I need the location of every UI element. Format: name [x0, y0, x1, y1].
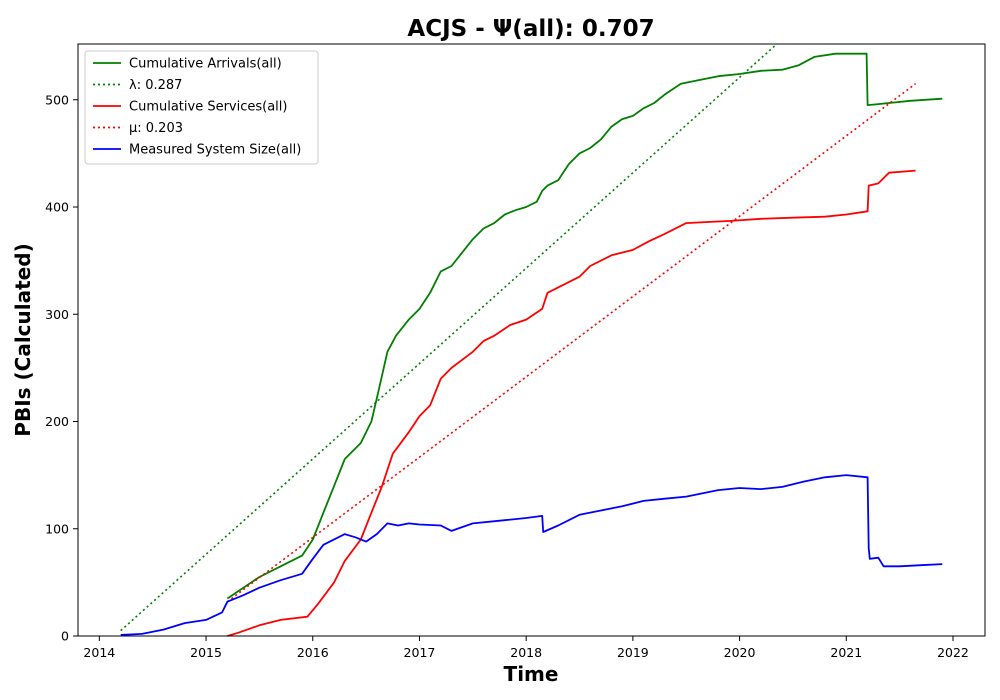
y-tick-label: 0	[61, 629, 69, 644]
series-line-3	[226, 83, 917, 603]
y-tick-label: 100	[45, 521, 69, 536]
legend-box	[84, 50, 319, 165]
legend-label-0: Cumulative Arrivals(all)	[129, 57, 282, 72]
x-tick-label: 2020	[724, 645, 756, 660]
x-tick-label: 2021	[830, 645, 862, 660]
y-tick-label: 500	[45, 92, 69, 107]
x-tick-label: 2019	[617, 645, 649, 660]
y-tick-label: 200	[45, 414, 69, 429]
legend: Cumulative Arrivals(all) λ: 0.287 Cumulati…	[84, 50, 319, 165]
plot-frame	[77, 43, 986, 637]
series-line-1	[120, 43, 778, 632]
series-line-0	[226, 52, 943, 600]
plot-area	[120, 43, 943, 637]
x-tick-label: 2018	[510, 645, 542, 660]
x-tick-label: 2017	[404, 645, 436, 660]
x-tick-label: 2014	[83, 645, 115, 660]
legend-label-3: μ: 0.203	[129, 121, 183, 136]
x-axis-title: Time	[504, 662, 559, 686]
x-axis: 2014 2015 2016 2017 2018 2019 2020 2021 2022	[83, 636, 969, 660]
chart-title: ACJS - Ψ(all): 0.707	[407, 16, 654, 42]
y-tick-label: 300	[45, 307, 69, 322]
x-tick-label: 2015	[190, 645, 222, 660]
y-axis-title: PBIs (Calculated)	[11, 243, 35, 436]
series-line-2	[227, 169, 916, 637]
x-tick-label: 2016	[297, 645, 329, 660]
x-tick-label: 2022	[937, 645, 969, 660]
series-line-4	[120, 474, 943, 636]
y-axis: 0 100 200 300 400 500	[45, 92, 78, 644]
legend-label-1: λ: 0.287	[129, 78, 182, 93]
legend-label-4: Measured System Size(all)	[129, 143, 301, 158]
y-tick-label: 400	[45, 200, 69, 215]
legend-label-2: Cumulative Services(all)	[129, 100, 287, 115]
